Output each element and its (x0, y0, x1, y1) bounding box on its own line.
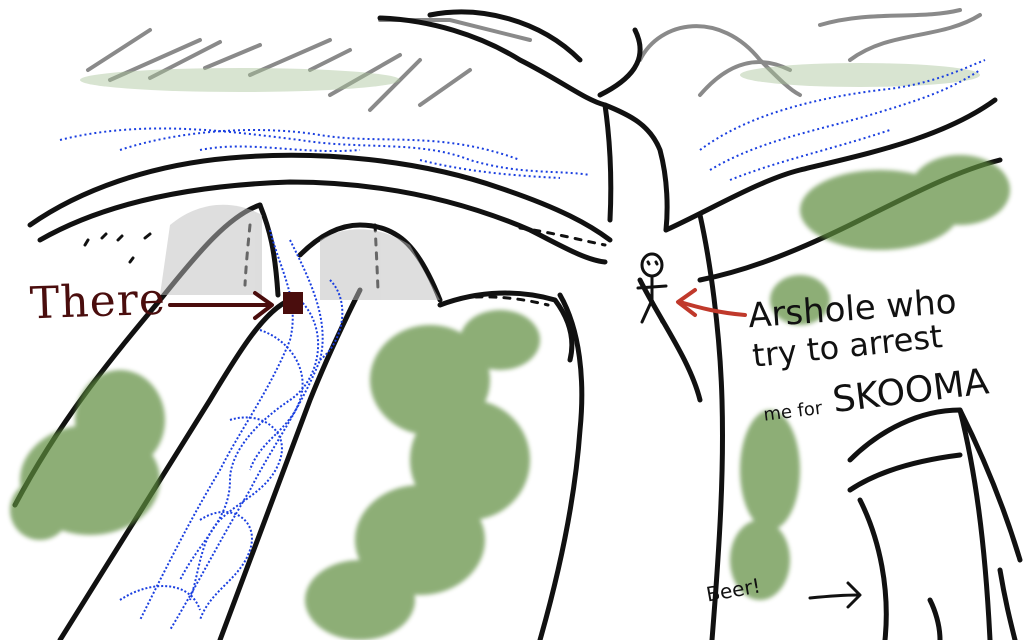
guard-caption-prefix: me for (762, 397, 824, 426)
foliage (10, 155, 1010, 640)
there-label: There (29, 273, 167, 330)
target-box (283, 292, 303, 314)
green-haze (80, 63, 980, 92)
beer-arrow (808, 581, 862, 609)
sky-streaks (86, 8, 982, 112)
guard-pointer-arrow (676, 288, 747, 317)
tunnel-shading (160, 204, 440, 300)
stick-figure-guard (636, 252, 668, 324)
there-arrow (168, 291, 274, 320)
blue-scribbles-top (59, 59, 986, 181)
small-marks (83, 232, 152, 264)
